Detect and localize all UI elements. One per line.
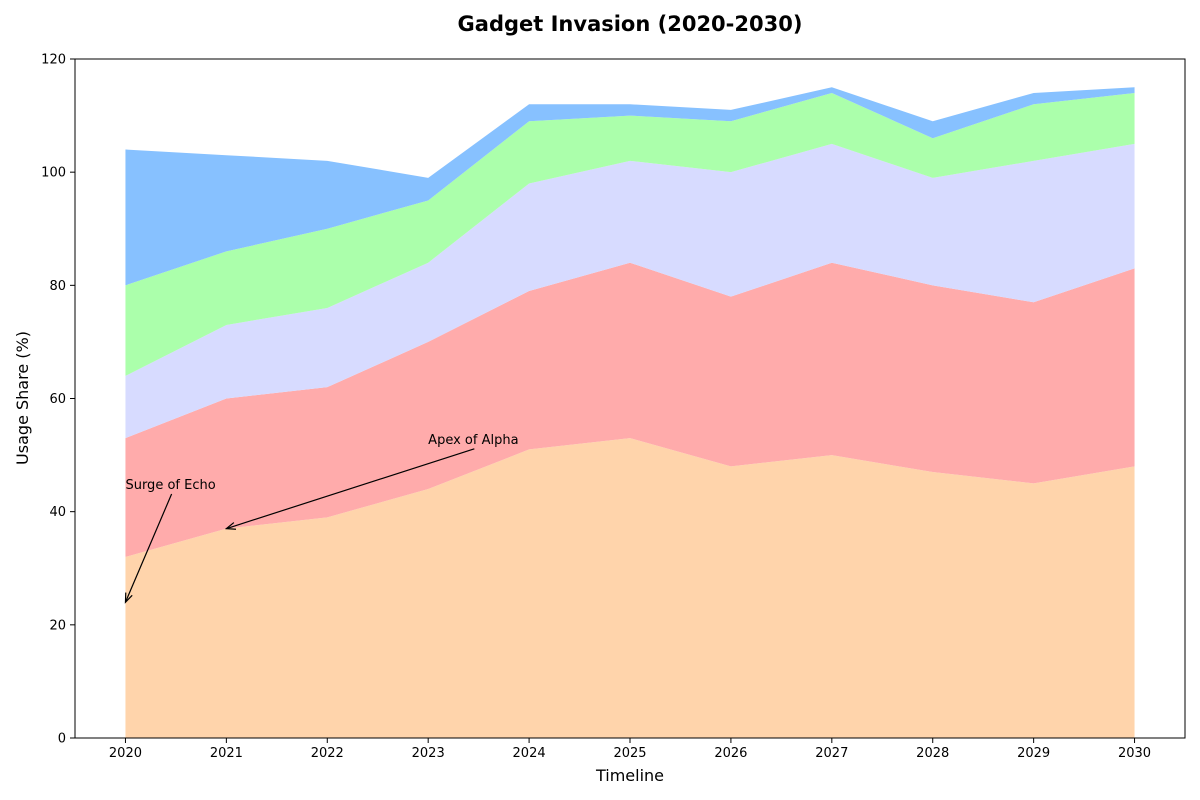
y-tick-label: 60 <box>49 392 66 407</box>
x-tick-label: 2021 <box>210 746 243 761</box>
x-tick-label: 2028 <box>916 746 949 761</box>
annotation-text: Surge of Echo <box>125 478 215 493</box>
annotation-arrow-line <box>124 493 173 603</box>
x-tick-label: 2023 <box>412 746 445 761</box>
y-tick-label: 120 <box>41 53 66 68</box>
y-tick-label: 20 <box>49 618 66 633</box>
x-tick-label: 2026 <box>714 746 747 761</box>
x-tick-label: 2027 <box>815 746 848 761</box>
area-series-4 <box>125 92 1135 376</box>
annotation-arrow-line <box>226 448 475 530</box>
x-tick-label: 2024 <box>513 746 546 761</box>
x-tick-label: 2025 <box>613 746 646 761</box>
area-series-3 <box>125 143 1135 439</box>
area-series-5 <box>125 87 1135 286</box>
x-axis-ticks: 2020 2021 2022 2023 2024 2025 2026 2027 2028 2029… <box>109 738 1151 761</box>
area-series-2 <box>125 262 1135 557</box>
annotation-text: Apex of Alpha <box>428 433 518 448</box>
x-tick-label: 2029 <box>1017 746 1050 761</box>
y-axis-label: Usage Share (%) <box>13 331 32 465</box>
areas-layer <box>125 87 1135 738</box>
annotation-arrow-head <box>224 522 237 530</box>
x-tick-label: 2022 <box>311 746 344 761</box>
y-tick-label: 100 <box>41 166 66 181</box>
x-axis-label: Timeline <box>595 766 664 785</box>
y-tick-label: 80 <box>49 279 66 294</box>
y-tick-label: 0 <box>58 732 66 747</box>
chart-title: Gadget Invasion (2020-2030) <box>458 12 803 36</box>
y-axis-ticks: 0 20 40 60 80 100 120 <box>41 53 75 747</box>
y-tick-label: 40 <box>49 505 66 520</box>
annotation-layer: Surge of Echo Apex of Alpha <box>124 433 519 604</box>
annotation-arrow-head <box>124 592 133 604</box>
area-series-1 <box>125 438 1135 738</box>
x-tick-label: 2030 <box>1118 746 1151 761</box>
x-tick-label: 2020 <box>109 746 142 761</box>
